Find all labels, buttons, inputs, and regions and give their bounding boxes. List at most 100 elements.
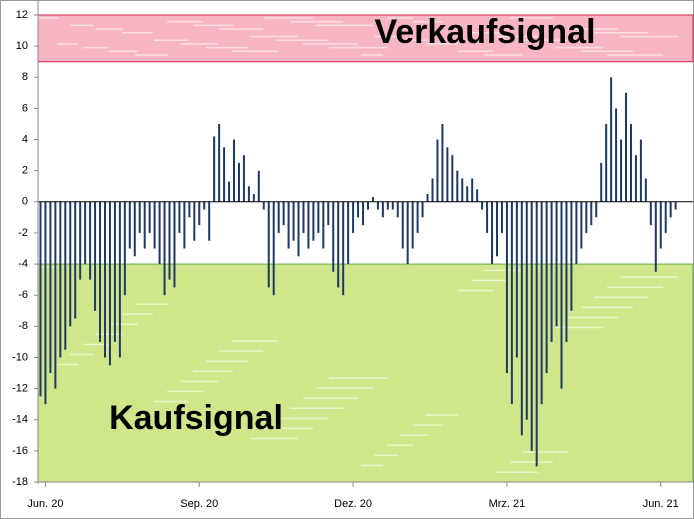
bar <box>505 201 508 374</box>
y-tick-label: -10 <box>12 351 28 363</box>
bar <box>634 155 637 202</box>
y-tick-label: -14 <box>12 414 28 426</box>
bar <box>218 123 221 202</box>
bar <box>381 201 384 218</box>
bar <box>357 201 360 218</box>
y-tick-label: -8 <box>18 320 28 332</box>
bar <box>426 194 429 202</box>
bar <box>595 201 598 218</box>
y-tick-label: 2 <box>22 165 28 177</box>
bar <box>123 201 126 296</box>
bar <box>188 201 191 218</box>
bar <box>89 201 92 280</box>
bar <box>391 201 394 210</box>
bar <box>580 201 583 249</box>
bar <box>94 201 97 311</box>
bar <box>327 201 330 226</box>
bar <box>376 201 379 210</box>
y-tick-label: 4 <box>22 133 28 145</box>
bar <box>565 201 568 342</box>
bar <box>540 201 543 405</box>
bar <box>605 123 608 202</box>
x-tick-label: Sep. 20 <box>180 498 218 510</box>
bar <box>629 123 632 202</box>
bar <box>79 201 82 280</box>
x-tick-label: Dez. 20 <box>334 498 372 510</box>
bar <box>431 178 434 202</box>
bar <box>669 201 672 218</box>
bar <box>510 201 513 405</box>
bar <box>193 201 196 241</box>
bar <box>664 201 667 233</box>
y-tick-label: -16 <box>12 445 28 457</box>
bar <box>322 201 325 249</box>
zone-label: Verkaufsignal <box>374 13 595 51</box>
y-tick-label: -12 <box>12 383 28 395</box>
bar <box>500 201 503 233</box>
bar <box>371 197 374 202</box>
bar <box>461 178 464 202</box>
bar <box>84 201 87 265</box>
bar <box>436 139 439 202</box>
bar <box>262 201 265 210</box>
y-tick-label: 6 <box>22 102 28 114</box>
bar <box>451 155 454 202</box>
y-tick-label: 12 <box>16 9 28 21</box>
bar <box>138 201 141 233</box>
bar <box>203 201 206 210</box>
signal-zone <box>37 14 694 63</box>
y-tick-label: 0 <box>22 196 28 208</box>
bar <box>570 201 573 311</box>
bar <box>486 201 489 233</box>
y-tick-label: -6 <box>18 289 28 301</box>
bar <box>347 201 350 265</box>
bar <box>674 201 677 210</box>
bar <box>659 201 662 249</box>
bar <box>332 201 335 272</box>
y-tick-label: 8 <box>22 71 28 83</box>
bar <box>396 201 399 218</box>
bar <box>401 201 404 249</box>
bar <box>644 178 647 202</box>
bar <box>446 147 449 202</box>
bar <box>143 201 146 249</box>
bar <box>481 201 484 210</box>
x-tick-label: Mrz. 21 <box>489 498 526 510</box>
bar <box>535 201 538 467</box>
bar <box>233 139 236 202</box>
bar <box>287 201 290 249</box>
bar <box>654 201 657 272</box>
bar <box>317 201 320 233</box>
bar <box>590 201 593 226</box>
bar <box>198 201 201 226</box>
bar <box>277 201 280 233</box>
bar <box>108 201 111 366</box>
bar <box>610 77 613 202</box>
bar <box>69 201 72 327</box>
bar <box>64 201 67 350</box>
bar <box>386 201 389 210</box>
bar <box>59 201 62 358</box>
bar <box>515 201 518 358</box>
bar <box>649 201 652 226</box>
bar <box>421 201 424 218</box>
bar <box>99 201 102 342</box>
bar <box>39 201 42 397</box>
bar <box>267 201 270 288</box>
zone-label: Kaufsignal <box>109 399 283 437</box>
bar <box>525 201 528 420</box>
bar <box>307 201 310 249</box>
bar <box>113 201 116 342</box>
bar <box>158 201 161 265</box>
bar <box>247 186 250 202</box>
bar <box>302 201 305 233</box>
signal-zone <box>37 263 694 483</box>
bar <box>416 201 419 233</box>
bar <box>520 201 523 436</box>
bar <box>128 201 131 249</box>
bar <box>272 201 275 296</box>
y-tick-label: 10 <box>16 40 28 52</box>
x-tick-label: Jun. 21 <box>643 498 679 510</box>
bar <box>495 201 498 257</box>
